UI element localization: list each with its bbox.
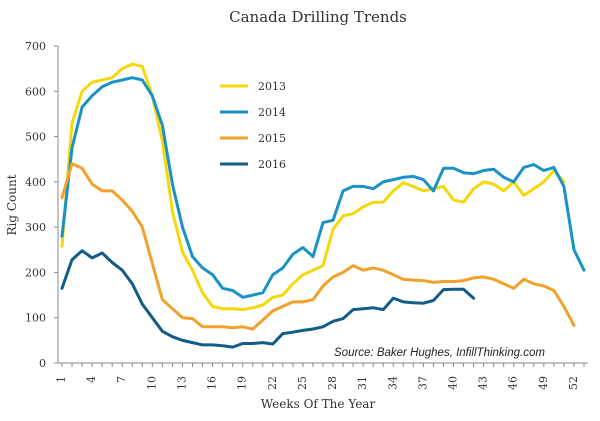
y-axis-title: Rig Count — [5, 174, 19, 235]
x-tick-label: 46 — [507, 376, 520, 390]
legend-label-2014: 2014 — [258, 106, 286, 119]
x-tick-label: 16 — [206, 376, 219, 390]
y-tick-label: 600 — [25, 85, 46, 98]
y-tick-label: 200 — [25, 266, 46, 279]
x-tick-label: 31 — [356, 376, 369, 390]
series-line-2016 — [60, 249, 476, 349]
x-axis-title: Weeks Of The Year — [261, 397, 376, 411]
legend-label-2015: 2015 — [258, 132, 286, 145]
legend: 2013 2014 2015 2016 — [220, 80, 286, 171]
series-line-2015 — [60, 162, 576, 331]
x-tick-label: 4 — [85, 376, 98, 383]
x-tick-label: 25 — [296, 376, 309, 390]
x-tick-label: 7 — [115, 376, 128, 383]
x-tick-label: 1 — [55, 376, 68, 383]
y-axis-ticks: 0 100 200 300 400 500 600 700 — [25, 40, 58, 370]
source-annotation: Source: Baker Hughes, InfillThinking.com — [334, 347, 545, 359]
x-tick-label: 19 — [236, 376, 249, 390]
y-tick-label: 0 — [39, 357, 46, 370]
x-tick-label: 34 — [386, 376, 399, 390]
y-tick-label: 300 — [25, 221, 46, 234]
y-tick-label: 400 — [25, 176, 46, 189]
y-tick-label: 100 — [25, 312, 46, 325]
series-line-2014 — [60, 76, 586, 299]
chart-title: Canada Drilling Trends — [229, 8, 407, 26]
series-layer — [60, 62, 586, 349]
y-tick-label: 500 — [25, 131, 46, 144]
x-tick-label: 49 — [537, 376, 550, 390]
x-tick-label: 10 — [145, 376, 158, 390]
x-axis-ticks: 1 4 7 10 13 16 19 22 25 28 31 34 37 40 43 46 49 52 — [55, 363, 585, 390]
x-tick-label: 28 — [326, 376, 339, 390]
x-tick-label: 37 — [416, 376, 429, 390]
legend-label-2013: 2013 — [258, 80, 286, 93]
x-tick-label: 43 — [477, 376, 490, 390]
x-tick-label: 13 — [175, 376, 188, 390]
series-line-2013 — [60, 62, 566, 312]
y-tick-label: 700 — [25, 40, 46, 53]
x-tick-label: 52 — [567, 376, 580, 390]
x-tick-label: 40 — [447, 376, 460, 390]
legend-label-2016: 2016 — [258, 158, 286, 171]
x-tick-label: 22 — [266, 376, 279, 390]
